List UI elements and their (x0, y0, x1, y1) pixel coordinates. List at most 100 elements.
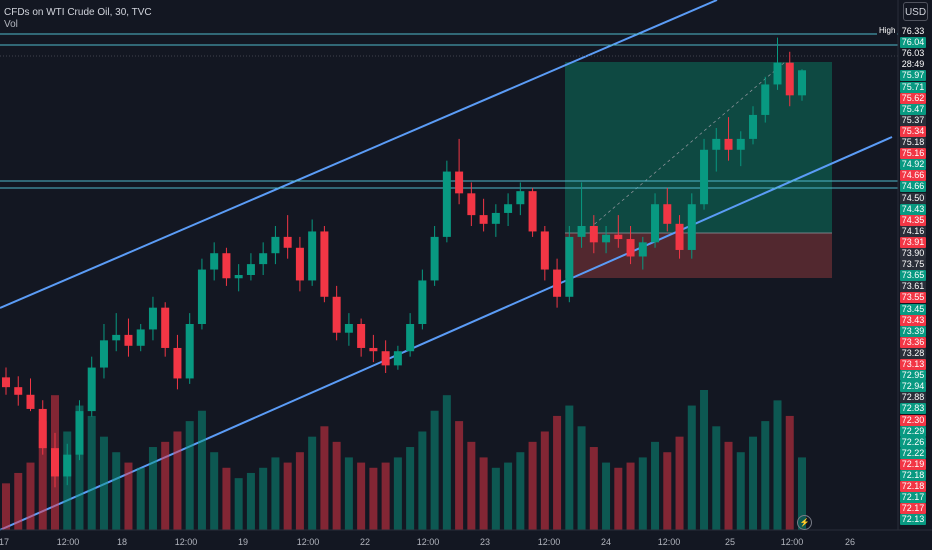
volume-bar (369, 467, 378, 530)
volume-bar (26, 462, 35, 530)
volume-bar (553, 415, 562, 530)
price-scale-label: 75.71 (900, 81, 926, 93)
candle-body (467, 193, 476, 216)
candle-body (504, 204, 513, 213)
volume-bar (259, 467, 268, 530)
candle-body (124, 334, 133, 346)
candle-body (344, 324, 353, 333)
candle-body (357, 324, 366, 348)
time-axis-label: 22 (359, 537, 371, 547)
candle-body (553, 269, 562, 297)
volume-bar (712, 426, 721, 530)
candle-body (638, 242, 647, 257)
price-scale-label: 72.17 (900, 492, 926, 504)
price-scale-label: 72.26 (900, 436, 926, 448)
price-scale-label: 76.33 (900, 26, 926, 37)
candle-body (651, 204, 660, 243)
candle-body (761, 84, 770, 115)
price-scale-label: 72.83 (900, 403, 926, 415)
volume-bar (663, 452, 672, 530)
candle-body (663, 204, 672, 224)
candle-body (700, 149, 709, 205)
volume-bar (589, 447, 598, 530)
candle-body (197, 269, 206, 324)
volume-bar (75, 405, 84, 530)
volume-bar (393, 457, 402, 530)
candle-body (749, 114, 758, 139)
candle-body (491, 212, 500, 224)
candle-body (271, 236, 280, 254)
price-scale-label: 73.13 (900, 359, 926, 370)
volume-bar (798, 457, 806, 530)
lightning-icon[interactable]: ⚡ (797, 515, 812, 530)
candle-body (418, 280, 427, 324)
candle-body (234, 275, 243, 279)
price-scale-label: 73.39 (900, 325, 926, 337)
volume-bar (479, 457, 488, 530)
currency-button[interactable]: USD (903, 2, 928, 21)
volume-bar (357, 462, 366, 530)
volume-bar (626, 462, 635, 530)
volume-bar (724, 441, 733, 530)
time-axis-label: 12:00 (174, 537, 198, 547)
candle-body (675, 223, 684, 250)
price-scale-label: 72.94 (900, 381, 926, 393)
candle-body (430, 236, 439, 281)
price-scale-label: 73.36 (900, 336, 926, 348)
price-scale-label: 73.90 (900, 248, 926, 259)
candle-body (393, 351, 402, 366)
time-axis-label: 25 (724, 537, 736, 547)
price-scale-label: 72.18 (900, 481, 926, 493)
volume-bar (773, 400, 782, 530)
price-scale-label: 73.75 (900, 259, 926, 271)
candle-body (308, 231, 317, 281)
candle-body (565, 236, 574, 297)
candle-body (259, 253, 268, 265)
volume-bar (785, 415, 794, 530)
volume-bar (528, 441, 537, 530)
price-scale-label: 74.35 (900, 214, 926, 226)
candle-body (320, 231, 329, 297)
price-scale-label: 75.97 (900, 70, 926, 82)
volume-bar (614, 467, 623, 530)
volume-bar (430, 410, 439, 530)
volume-bar (565, 405, 574, 530)
price-scale-label: 72.95 (900, 370, 926, 382)
price-scale-label: 72.17 (900, 503, 926, 515)
volume-bar (185, 421, 194, 530)
volume-bar (700, 390, 709, 530)
volume-bar (271, 457, 280, 530)
candle-body (773, 62, 782, 85)
price-scale-label: 73.65 (900, 270, 926, 282)
volume-bar (540, 431, 549, 530)
volume-bar (246, 472, 255, 530)
volume-bar (442, 395, 451, 530)
price-scale-label: 75.62 (900, 92, 926, 104)
candle-body (136, 329, 145, 346)
price-scale-label: 75.34 (900, 125, 926, 137)
candle-body (540, 231, 549, 270)
candle-body (63, 454, 72, 477)
volume-bar (320, 426, 329, 530)
candle-body (50, 448, 59, 477)
volume-bar (406, 447, 415, 530)
candle-body (614, 234, 623, 240)
time-axis-label: 26 (844, 537, 856, 547)
volume-indicator-label[interactable]: Vol (4, 19, 18, 30)
volume-bar (602, 462, 611, 530)
candle-body (736, 138, 745, 150)
price-scale-label: 74.43 (900, 203, 926, 215)
symbol-title[interactable]: CFDs on WTI Crude Oil, 30, TVC (4, 7, 152, 18)
volume-bar (87, 415, 96, 530)
candle-body (589, 226, 598, 243)
candle-body (246, 264, 255, 275)
candle-body (626, 239, 635, 257)
volume-bar (173, 431, 182, 530)
volume-bar (491, 467, 500, 530)
time-axis-label: 18 (116, 537, 128, 547)
price-scale-label: 75.18 (900, 137, 926, 148)
price-scale-label: 28:49 (900, 59, 926, 71)
time-axis-label: 12:00 (537, 537, 561, 547)
price-scale-label: 76.04 (900, 37, 926, 49)
